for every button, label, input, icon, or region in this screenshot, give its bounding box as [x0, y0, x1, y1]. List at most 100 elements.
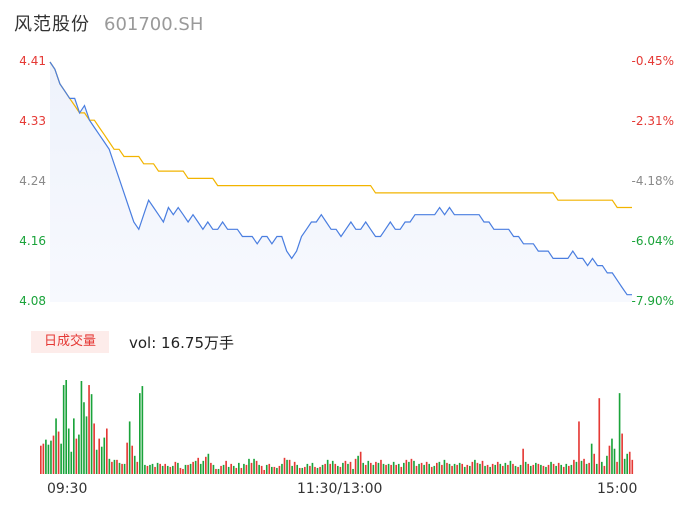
volume-bar — [425, 461, 428, 474]
volume-bar — [514, 465, 517, 474]
price-tick-5: 4.08 — [19, 294, 46, 308]
volume-bar — [395, 464, 398, 474]
volume-bar — [235, 467, 238, 474]
volume-bar — [382, 463, 385, 474]
volume-bar — [400, 466, 403, 474]
volume-bar — [85, 416, 88, 474]
stock-header: 风范股份 601700.SH — [14, 10, 203, 40]
volume-bar — [192, 461, 194, 474]
volume-bar — [601, 461, 603, 474]
volume-bar — [291, 465, 293, 474]
volume-bar — [560, 464, 563, 474]
volume-bar — [57, 431, 60, 474]
volume-bar — [288, 459, 291, 474]
volume-bar — [319, 466, 321, 474]
volume-bar — [258, 464, 260, 474]
volume-bar — [154, 466, 156, 474]
volume-bar — [542, 465, 545, 474]
volume-bar — [98, 438, 101, 474]
volume-bar — [603, 465, 606, 474]
volume-bar — [418, 463, 420, 474]
volume-bar — [420, 462, 423, 474]
volume-bar — [222, 464, 225, 474]
volume-bar — [484, 465, 486, 474]
volume-bar — [197, 457, 200, 474]
volume-bar — [113, 459, 116, 474]
volume-bar — [189, 463, 192, 474]
volume-bar — [230, 463, 233, 474]
volume-bar — [575, 461, 578, 474]
volume-bar — [443, 459, 446, 474]
volume-bar — [631, 459, 634, 474]
volume-bar — [75, 438, 78, 474]
volume-bar — [108, 458, 111, 474]
volume-bar — [618, 393, 621, 474]
price-area — [50, 62, 632, 302]
volume-bar — [210, 462, 212, 474]
volume-bar — [507, 464, 509, 474]
volume-bar — [461, 463, 464, 474]
volume-bar — [60, 443, 62, 474]
volume-bar — [535, 462, 537, 474]
volume-bar — [359, 451, 362, 474]
volume-bar — [263, 469, 266, 474]
volume-bar — [555, 465, 557, 474]
volume-bar — [298, 467, 301, 474]
time-tick-close: 15:00 — [597, 481, 638, 497]
volume-bar — [380, 459, 382, 474]
volume-bar — [448, 463, 451, 474]
volume-bar — [430, 466, 433, 474]
volume-bar — [139, 393, 141, 474]
volume-bar — [40, 445, 42, 474]
volume-bar — [52, 435, 55, 474]
volume-bar — [316, 467, 319, 474]
volume-tab[interactable]: 日成交量 — [31, 331, 109, 353]
volume-bar — [296, 464, 299, 474]
volume-bar — [621, 433, 623, 474]
volume-bar — [321, 464, 324, 474]
volume-bar — [568, 465, 570, 474]
volume-bar — [403, 462, 405, 474]
volume-bar — [405, 459, 408, 474]
volume-bar — [585, 463, 588, 474]
volume-bar — [161, 465, 164, 474]
volume-bar — [199, 463, 202, 474]
volume-bar — [628, 451, 631, 474]
volume-bar — [67, 428, 70, 474]
volume-bar — [245, 464, 248, 474]
volume-bar — [276, 467, 278, 474]
volume-bar — [415, 465, 418, 474]
stock-code: 601700.SH — [104, 14, 204, 35]
volume-bar — [65, 380, 68, 474]
volume-bar — [278, 465, 281, 474]
volume-bar — [357, 455, 359, 474]
volume-bar — [309, 465, 311, 474]
volume-bar — [550, 461, 552, 474]
volume-bar — [623, 458, 626, 474]
volume-bar — [486, 464, 489, 474]
volume-bar — [413, 460, 415, 474]
volume-bar — [517, 466, 519, 474]
volume-bar — [326, 459, 329, 474]
volume-bar — [354, 458, 357, 474]
volume-bar — [410, 458, 413, 474]
volume-bar — [580, 460, 583, 474]
volume-bar — [283, 457, 286, 474]
volume-bar — [522, 448, 524, 474]
volume-bar — [90, 394, 93, 474]
volume-bar — [238, 462, 240, 474]
volume-bar — [344, 460, 347, 474]
volume-bar — [88, 385, 90, 474]
volume-bar — [595, 463, 598, 474]
volume-bar — [260, 465, 263, 474]
volume-bar — [456, 464, 458, 474]
volume-bar — [512, 463, 514, 474]
time-tick-mid: 11:30/13:00 — [297, 481, 383, 497]
volume-bar — [166, 465, 169, 474]
volume-bar — [111, 461, 113, 474]
volume-bar — [240, 467, 243, 474]
volume-bar — [458, 462, 461, 474]
volume-bar — [179, 467, 182, 474]
volume-bar — [608, 445, 611, 474]
